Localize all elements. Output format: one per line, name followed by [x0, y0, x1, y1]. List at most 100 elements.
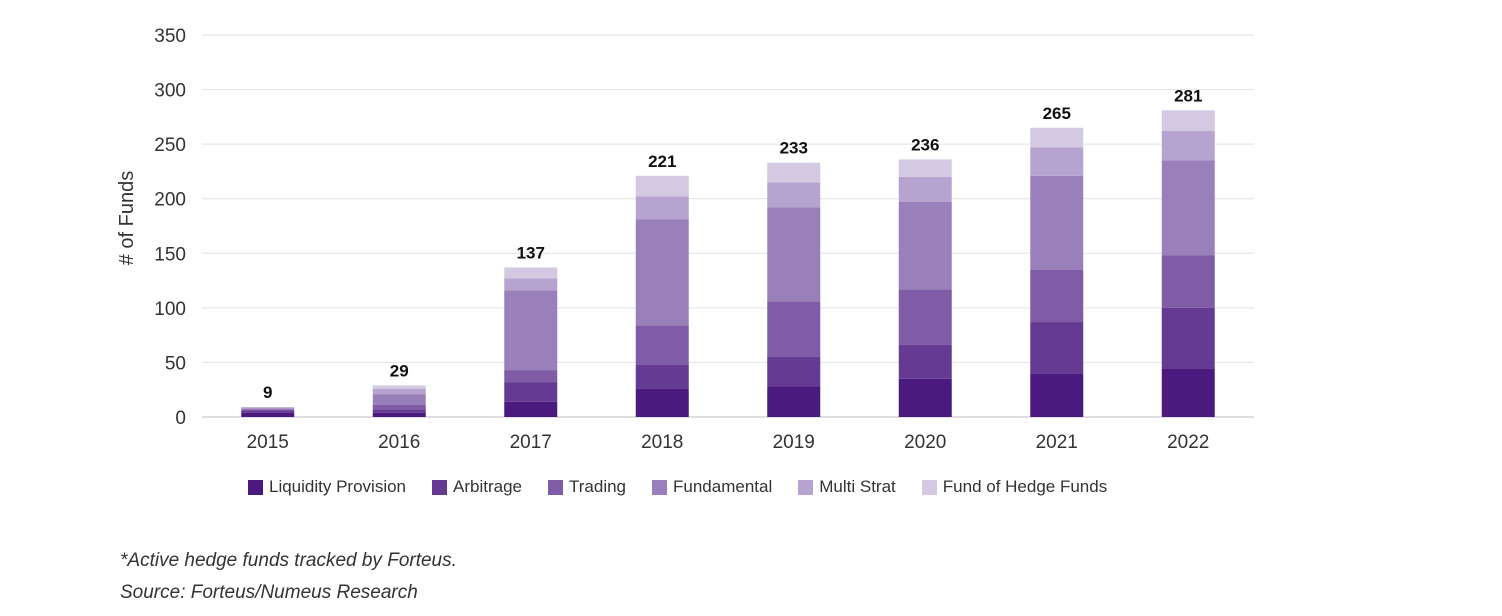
bar-segment-arbitrage	[1161, 307, 1215, 369]
bar-segment-fundamental	[372, 394, 426, 405]
bar-segment-arbitrage	[1030, 322, 1084, 374]
legend-swatch	[432, 479, 448, 495]
x-axis-ticks: 2015 2016 2017 2018 2019 2020 2021 2022	[247, 432, 1210, 453]
legend-label: Liquidity Provision	[269, 477, 407, 496]
legend-swatch	[548, 479, 563, 495]
source-note: Source: Forteus/Numeus Research	[120, 582, 418, 603]
legend-item: Multi Strat	[798, 477, 896, 497]
total-label: 236	[911, 135, 939, 154]
bar-segment-fund-of-hedge-funds	[1161, 110, 1215, 132]
bar-segment-fund-of-hedge-funds	[372, 385, 426, 389]
bar-segment-fundamental	[898, 201, 952, 290]
bar-segment-fundamental	[1161, 160, 1215, 256]
bar-segment-fund-of-hedge-funds	[898, 159, 952, 177]
legend-label: Fund of Hedge Funds	[942, 477, 1108, 496]
bar-segment-fundamental	[504, 290, 558, 371]
bar-segment-trading	[372, 404, 426, 410]
bar-segment-trading	[1030, 269, 1084, 323]
bar-segment-arbitrage	[241, 410, 295, 413]
y-tick-label: 200	[154, 190, 186, 211]
y-axis-title: # of Funds	[116, 171, 138, 266]
chart-notes: *Active hedge funds tracked by Forteus. …	[120, 545, 457, 609]
bar-segment-liquidity-provision	[1161, 368, 1215, 417]
legend-label: Fundamental	[673, 477, 773, 496]
legend-item: Fundamental	[652, 477, 772, 497]
x-tick-label: 2022	[1167, 432, 1209, 453]
legend-swatch	[921, 479, 937, 495]
y-tick-label: 300	[154, 81, 186, 102]
legend-swatch	[248, 479, 263, 495]
legend-swatch	[652, 479, 668, 495]
total-label: 265	[1043, 104, 1071, 123]
bar-segment-trading	[504, 370, 558, 383]
bar-segment-liquidity-provision	[504, 401, 558, 417]
bar-segment-fund-of-hedge-funds	[1030, 127, 1084, 148]
bar-segment-multi-strat	[241, 407, 295, 409]
bar-segment-liquidity-provision	[898, 378, 952, 417]
bar-segment-trading	[635, 325, 689, 365]
legend-label: Multi Strat	[819, 477, 896, 496]
x-tick-label: 2017	[510, 432, 552, 453]
bar-segment-multi-strat	[898, 176, 952, 202]
total-label: 233	[780, 139, 808, 158]
bar-segment-multi-strat	[1161, 131, 1215, 161]
legend-label: Arbitrage	[453, 477, 522, 496]
x-tick-label: 2020	[904, 432, 946, 453]
bars	[241, 110, 1215, 417]
total-label: 9	[263, 383, 272, 402]
bar-segment-fundamental	[1030, 175, 1084, 270]
bar-segment-arbitrage	[372, 409, 426, 413]
y-tick-label: 50	[165, 353, 186, 374]
total-labels: 9 29 137 221 233 236 265 281	[263, 86, 1202, 402]
bar-segment-liquidity-provision	[372, 412, 426, 417]
y-axis-ticks: 0 50 100 150 200 250 300 350	[154, 26, 186, 429]
bar-segment-multi-strat	[767, 182, 821, 208]
y-tick-label: 150	[154, 244, 186, 265]
bar-segment-fund-of-hedge-funds	[635, 175, 689, 197]
legend: Liquidity Provision Arbitrage Trading Funda…	[248, 477, 1133, 497]
bar-segment-liquidity-provision	[241, 412, 295, 417]
total-label: 281	[1174, 86, 1202, 105]
bar-segment-arbitrage	[767, 356, 821, 387]
x-tick-label: 2019	[773, 432, 815, 453]
legend-label: Trading	[569, 477, 627, 496]
bar-segment-fundamental	[767, 207, 821, 302]
x-tick-label: 2016	[378, 432, 420, 453]
gridlines	[202, 34, 1254, 418]
legend-item: Trading	[548, 477, 626, 497]
total-label: 29	[390, 361, 409, 380]
x-tick-label: 2015	[247, 432, 289, 453]
bar-segment-liquidity-provision	[1030, 373, 1084, 417]
bar-segment-multi-strat	[1030, 147, 1084, 176]
legend-item: Arbitrage	[432, 477, 522, 497]
bar-segment-fund-of-hedge-funds	[767, 162, 821, 183]
legend-swatch	[798, 479, 814, 495]
bar-segment-liquidity-provision	[635, 388, 689, 417]
bar-segment-trading	[767, 301, 821, 357]
bar-segment-fundamental	[635, 219, 689, 326]
bar-segment-multi-strat	[372, 388, 426, 395]
bar-segment-trading	[1161, 255, 1215, 308]
legend-item: Liquidity Provision	[248, 477, 406, 497]
total-label: 137	[517, 243, 545, 262]
y-tick-label: 0	[175, 408, 186, 429]
bar-segment-fundamental	[241, 408, 295, 410]
bar-segment-trading	[241, 409, 295, 411]
bar-segment-arbitrage	[504, 382, 558, 402]
y-tick-label: 100	[154, 299, 186, 320]
y-tick-label: 250	[154, 135, 186, 156]
x-tick-label: 2018	[641, 432, 683, 453]
bar-segment-multi-strat	[504, 278, 558, 291]
y-tick-label: 350	[154, 26, 186, 47]
stacked-bar-chart: 0 50 100 150 200 250 300 350 9 29 137 221 233 236 265…	[116, 26, 1254, 453]
bar-segment-arbitrage	[635, 364, 689, 389]
bar-segment-multi-strat	[635, 196, 689, 220]
bar-segment-trading	[898, 289, 952, 345]
x-tick-label: 2021	[1036, 432, 1078, 453]
footnote: *Active hedge funds tracked by Forteus.	[120, 550, 457, 571]
legend-item: Fund of Hedge Funds	[921, 477, 1108, 497]
bar-segment-arbitrage	[898, 344, 952, 379]
total-label: 221	[648, 152, 676, 171]
bar-segment-fund-of-hedge-funds	[504, 267, 558, 279]
bar-segment-liquidity-provision	[767, 386, 821, 417]
